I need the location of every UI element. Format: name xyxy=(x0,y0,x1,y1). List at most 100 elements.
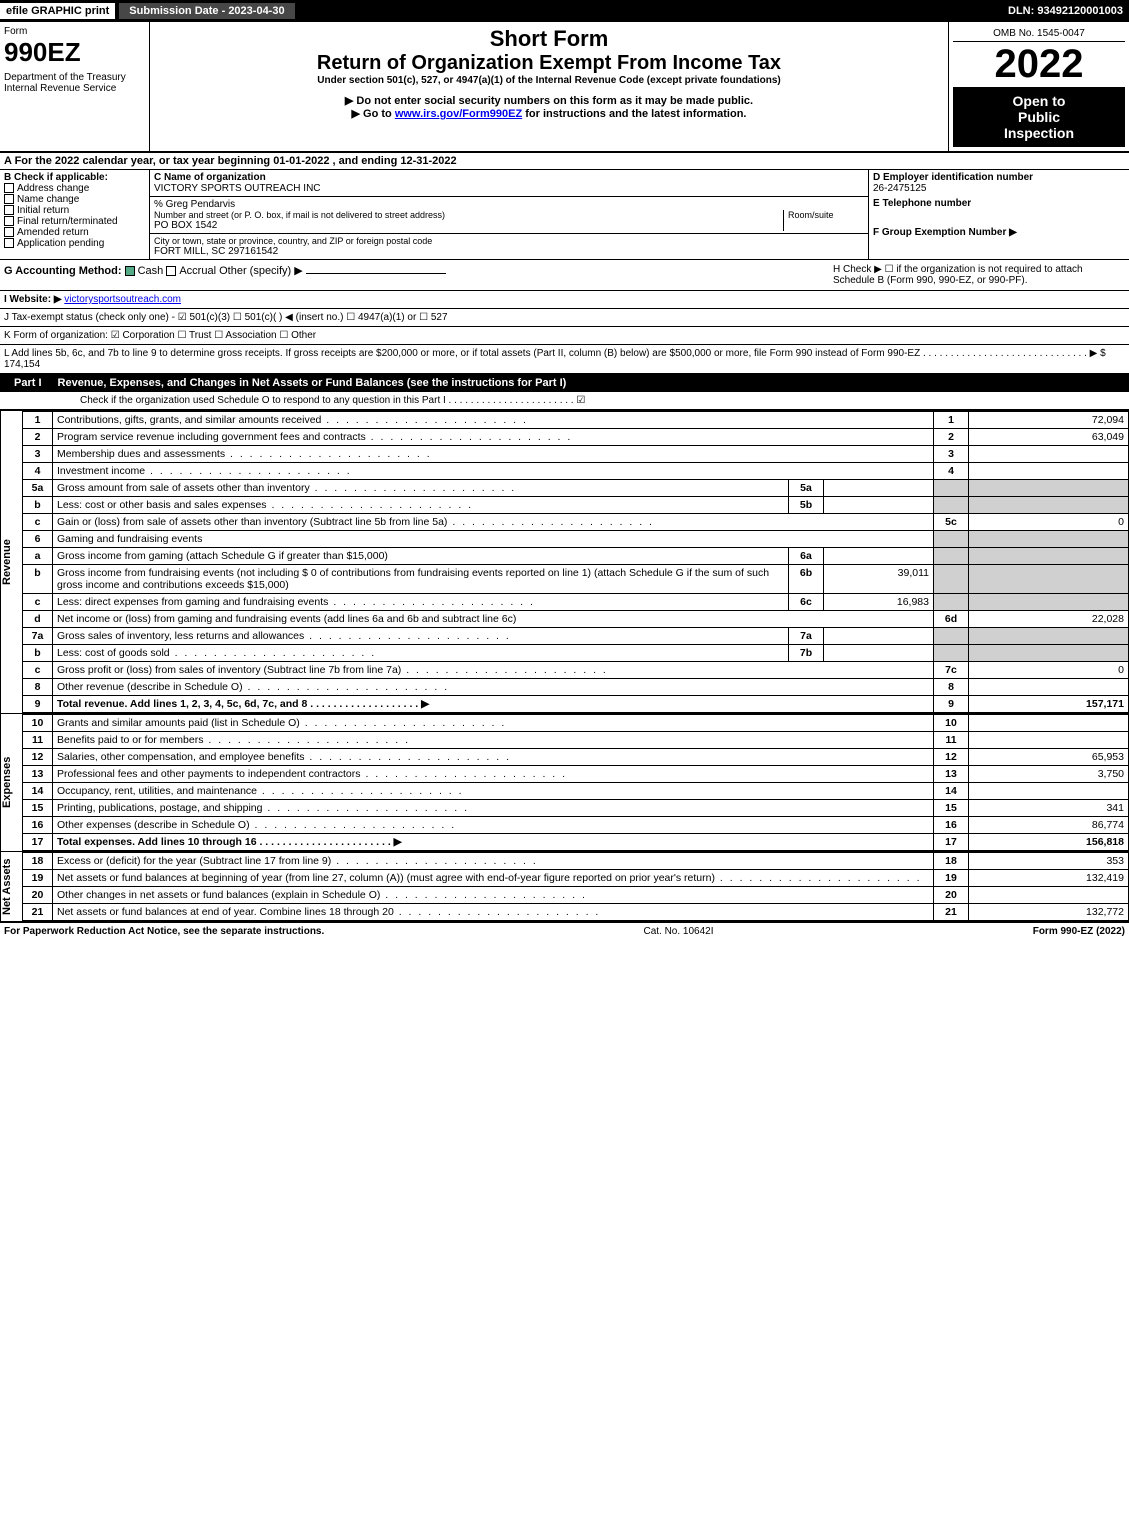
line-13: 13Professional fees and other payments t… xyxy=(23,766,1129,783)
chk-name[interactable]: Name change xyxy=(4,194,145,205)
omb-number: OMB No. 1545-0047 xyxy=(953,26,1125,42)
form-number: 990EZ xyxy=(4,37,145,68)
bullet-ssn: ▶ Do not enter social security numbers o… xyxy=(154,94,944,107)
open2: Public xyxy=(959,109,1119,125)
line-21: 21Net assets or fund balances at end of … xyxy=(23,904,1129,921)
line-6b: bGross income from fundraising events (n… xyxy=(23,565,1129,594)
line-11: 11Benefits paid to or for members11 xyxy=(23,732,1129,749)
revenue-table: 1Contributions, gifts, grants, and simil… xyxy=(22,411,1129,713)
street: PO BOX 1542 xyxy=(154,220,783,231)
line-7c: cGross profit or (loss) from sales of in… xyxy=(23,662,1129,679)
expenses-section: Expenses 10Grants and similar amounts pa… xyxy=(0,713,1129,851)
footer-catno: Cat. No. 10642I xyxy=(643,926,713,937)
line-12: 12Salaries, other compensation, and empl… xyxy=(23,749,1129,766)
line-6: 6Gaming and fundraising events xyxy=(23,531,1129,548)
chk-cash[interactable] xyxy=(125,266,135,276)
part1-title: Revenue, Expenses, and Changes in Net As… xyxy=(58,377,567,389)
header-center: Short Form Return of Organization Exempt… xyxy=(150,22,949,151)
open-public: Open to Public Inspection xyxy=(953,87,1125,147)
line-20: 20Other changes in net assets or fund ba… xyxy=(23,887,1129,904)
ein: 26-2475125 xyxy=(873,183,1125,194)
chk-final[interactable]: Final return/terminated xyxy=(4,216,145,227)
line-6d: dNet income or (loss) from gaming and fu… xyxy=(23,611,1129,628)
col-d: D Employer identification number 26-2475… xyxy=(869,170,1129,259)
under-section: Under section 501(c), 527, or 4947(a)(1)… xyxy=(154,75,944,86)
g-other: Other (specify) ▶ xyxy=(219,265,303,277)
row-k: K Form of organization: ☑ Corporation ☐ … xyxy=(0,327,1129,345)
bullet-goto: ▶ Go to www.irs.gov/Form990EZ for instru… xyxy=(154,107,944,120)
org-name: VICTORY SPORTS OUTREACH INC xyxy=(154,183,864,194)
dept-line1: Department of the Treasury xyxy=(4,72,145,83)
line-14: 14Occupancy, rent, utilities, and mainte… xyxy=(23,783,1129,800)
line-5a: 5aGross amount from sale of assets other… xyxy=(23,480,1129,497)
section-bcd: B Check if applicable: Address change Na… xyxy=(0,170,1129,260)
footer-left: For Paperwork Reduction Act Notice, see … xyxy=(4,926,324,937)
line-7b: bLess: cost of goods sold7b xyxy=(23,645,1129,662)
care-of: % Greg Pendarvis xyxy=(154,199,864,210)
chk-accrual[interactable] xyxy=(166,266,176,276)
line-8: 8Other revenue (describe in Schedule O)8 xyxy=(23,679,1129,696)
chk-initial[interactable]: Initial return xyxy=(4,205,145,216)
dept-line2: Internal Revenue Service xyxy=(4,83,145,94)
f-lbl: F Group Exemption Number ▶ xyxy=(873,227,1125,238)
row-a: A For the 2022 calendar year, or tax yea… xyxy=(0,153,1129,170)
street-lbl: Number and street (or P. O. box, if mail… xyxy=(154,210,783,220)
website-link[interactable]: victorysportsoutreach.com xyxy=(64,294,181,305)
footer-right: Form 990-EZ (2022) xyxy=(1033,926,1125,937)
line-6a: aGross income from gaming (attach Schedu… xyxy=(23,548,1129,565)
room-lbl: Room/suite xyxy=(784,210,864,231)
header-left: Form 990EZ Department of the Treasury In… xyxy=(0,22,150,151)
line-19: 19Net assets or fund balances at beginni… xyxy=(23,870,1129,887)
line-1: 1Contributions, gifts, grants, and simil… xyxy=(23,412,1129,429)
b-label: B Check if applicable: xyxy=(4,172,145,183)
row-gh: G Accounting Method: Cash Accrual Other … xyxy=(0,260,1129,291)
header-right: OMB No. 1545-0047 2022 Open to Public In… xyxy=(949,22,1129,151)
dln-label: DLN: 93492120001003 xyxy=(1008,5,1129,17)
part1-num: Part I xyxy=(6,377,50,389)
title-short: Short Form xyxy=(154,26,944,52)
chk-amended[interactable]: Amended return xyxy=(4,227,145,238)
line-5c: cGain or (loss) from sale of assets othe… xyxy=(23,514,1129,531)
part1-check: Check if the organization used Schedule … xyxy=(0,392,1129,410)
col-b: B Check if applicable: Address change Na… xyxy=(0,170,150,259)
irs-link[interactable]: www.irs.gov/Form990EZ xyxy=(395,108,522,120)
top-bar: efile GRAPHIC print Submission Date - 20… xyxy=(0,0,1129,22)
line-7a: 7aGross sales of inventory, less returns… xyxy=(23,628,1129,645)
row-j: J Tax-exempt status (check only one) - ☑… xyxy=(0,309,1129,327)
tax-year: 2022 xyxy=(953,42,1125,87)
revenue-section: Revenue 1Contributions, gifts, grants, a… xyxy=(0,410,1129,713)
open3: Inspection xyxy=(959,125,1119,141)
row-h: H Check ▶ ☐ if the organization is not r… xyxy=(829,260,1129,290)
expenses-label: Expenses xyxy=(0,714,22,851)
netassets-table: 18Excess or (deficit) for the year (Subt… xyxy=(22,852,1129,921)
form-header: Form 990EZ Department of the Treasury In… xyxy=(0,22,1129,153)
g-lbl: G Accounting Method: xyxy=(4,265,122,277)
line-18: 18Excess or (deficit) for the year (Subt… xyxy=(23,853,1129,870)
line-3: 3Membership dues and assessments3 xyxy=(23,446,1129,463)
line-2: 2Program service revenue including gover… xyxy=(23,429,1129,446)
form-word: Form xyxy=(4,26,145,37)
footer: For Paperwork Reduction Act Notice, see … xyxy=(0,921,1129,940)
c-street: % Greg Pendarvis Number and street (or P… xyxy=(150,197,868,234)
i-lbl: I Website: ▶ xyxy=(4,294,62,305)
line-15: 15Printing, publications, postage, and s… xyxy=(23,800,1129,817)
d-lbl: D Employer identification number xyxy=(873,172,1125,183)
chk-address[interactable]: Address change xyxy=(4,183,145,194)
efile-label: efile GRAPHIC print xyxy=(0,3,115,19)
chk-pending[interactable]: Application pending xyxy=(4,238,145,249)
line-9: 9Total revenue. Add lines 1, 2, 3, 4, 5c… xyxy=(23,696,1129,713)
netassets-section: Net Assets 18Excess or (deficit) for the… xyxy=(0,851,1129,921)
submission-date: Submission Date - 2023-04-30 xyxy=(119,3,294,19)
c-city: City or town, state or province, country… xyxy=(150,234,868,259)
open1: Open to xyxy=(959,93,1119,109)
line-6c: cLess: direct expenses from gaming and f… xyxy=(23,594,1129,611)
revenue-label: Revenue xyxy=(0,411,22,713)
city-lbl: City or town, state or province, country… xyxy=(154,236,864,246)
row-i: I Website: ▶ victorysportsoutreach.com xyxy=(0,291,1129,309)
e-lbl: E Telephone number xyxy=(873,198,1125,209)
row-l: L Add lines 5b, 6c, and 7b to line 9 to … xyxy=(0,345,1129,374)
part1-header: Part I Revenue, Expenses, and Changes in… xyxy=(0,374,1129,392)
l-text: L Add lines 5b, 6c, and 7b to line 9 to … xyxy=(4,348,1097,359)
col-c: C Name of organization VICTORY SPORTS OU… xyxy=(150,170,869,259)
line-16: 16Other expenses (describe in Schedule O… xyxy=(23,817,1129,834)
